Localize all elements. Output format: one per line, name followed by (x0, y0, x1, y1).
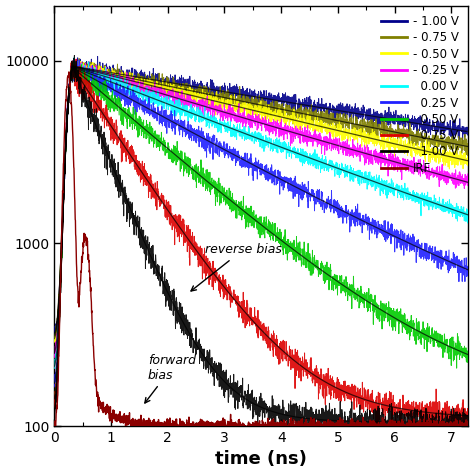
IRF (52, 421, 57, 427)
X-axis label: time (ns): time (ns) (215, 450, 307, 468)
IRF (465, 428, 471, 434)
Text: reverse bias: reverse bias (191, 243, 282, 291)
IRF (180, 431, 186, 437)
IRF (454, 420, 459, 426)
IRF (73, 231, 79, 237)
IRF (454, 422, 460, 428)
Text: forward
bias: forward bias (145, 354, 196, 403)
IRF (378, 419, 383, 425)
Legend: - 1.00 V, - 0.75 V, - 0.50 V, - 0.25 V,   0.00 V,   0.25 V,   0.50 V,   0.75 V, : - 1.00 V, - 0.75 V, - 0.50 V, - 0.25 V, … (378, 11, 463, 178)
IRF (253, 419, 259, 425)
IRF (66, 69, 72, 75)
Line: IRF: IRF (55, 72, 468, 434)
IRF (242, 423, 248, 428)
